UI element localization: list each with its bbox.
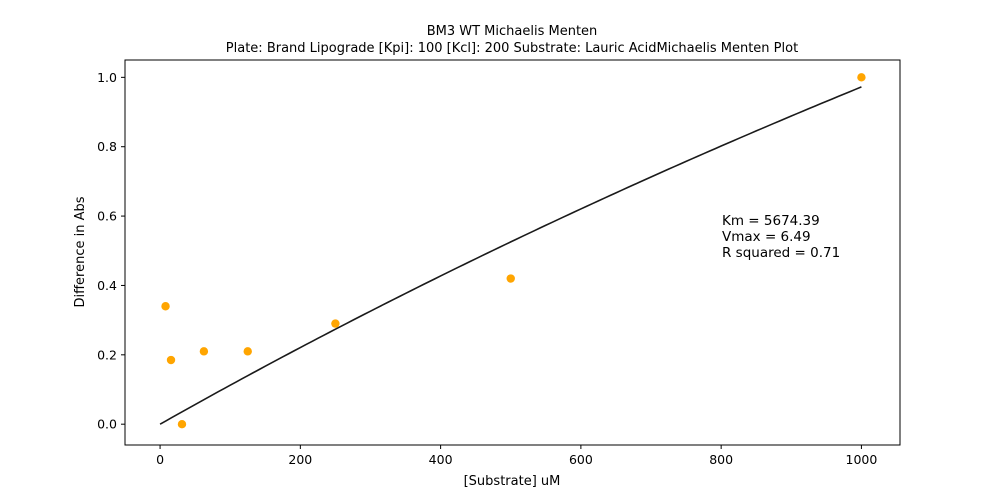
points-layer <box>161 73 866 429</box>
x-axis: 0 200 400 600 800 1000 <box>156 445 877 467</box>
annotation-vmax: Vmax = 6.49 <box>722 229 811 245</box>
data-point <box>177 419 187 429</box>
y-tick-label: 0.2 <box>97 347 117 362</box>
x-tick-label: 1000 <box>846 452 878 467</box>
x-axis-label: [Substrate] uM <box>464 474 561 489</box>
x-tick-label: 600 <box>569 452 593 467</box>
annotation-r-squared: R squared = 0.71 <box>722 245 840 261</box>
y-axis-label: Difference in Abs <box>73 196 88 307</box>
x-tick-label: 0 <box>156 452 164 467</box>
data-point <box>506 274 515 283</box>
y-tick-label: 0.0 <box>97 417 117 432</box>
plot-frame <box>124 59 901 446</box>
y-tick-label: 1.0 <box>97 70 117 85</box>
y-tick-label: 0.8 <box>97 139 117 154</box>
chart-title: BM3 WT Michaelis Menten <box>427 24 598 39</box>
x-tick-label: 800 <box>709 452 733 467</box>
data-point <box>331 319 340 328</box>
fit-curve <box>159 86 862 425</box>
y-tick-label: 0.6 <box>97 209 117 224</box>
fit-annotation: Km = 5674.39 Vmax = 6.49 R squared = 0.7… <box>722 213 840 261</box>
data-point <box>243 347 252 356</box>
data-point <box>857 73 866 82</box>
data-point <box>199 347 209 356</box>
chart-subtitle: Plate: Brand Lipograde [Kpi]: 100 [Kcl]:… <box>226 41 798 56</box>
y-tick-label: 0.4 <box>97 278 117 293</box>
fit-layer <box>159 86 862 425</box>
y-axis: 0.0 0.2 0.4 0.6 0.8 1.0 <box>97 70 125 432</box>
data-point <box>166 355 176 365</box>
annotation-km: Km = 5674.39 <box>722 213 820 229</box>
x-tick-label: 200 <box>288 452 312 467</box>
plot-area <box>124 59 901 446</box>
x-tick-label: 400 <box>429 452 453 467</box>
data-point <box>161 302 170 311</box>
